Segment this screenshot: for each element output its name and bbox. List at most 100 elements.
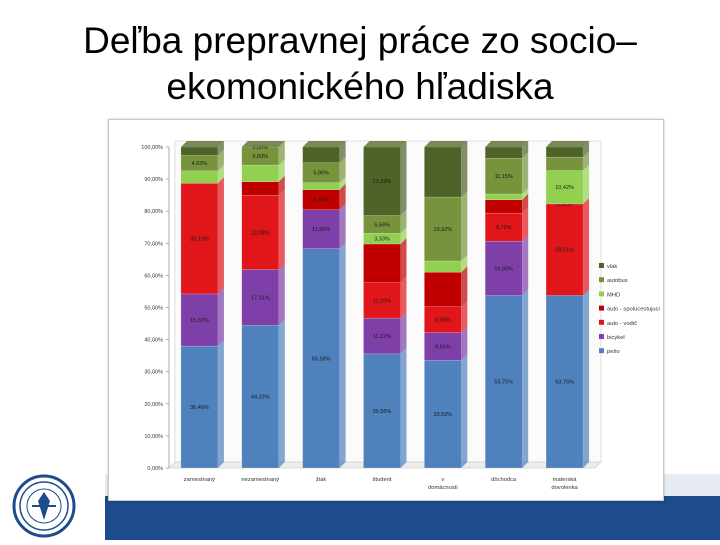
bar-segment-side	[522, 152, 529, 194]
bar-segment	[363, 243, 401, 283]
y-tick-label: 100,00%	[141, 145, 163, 151]
data-label: 33,10%	[190, 237, 209, 243]
bar-segment-side	[278, 159, 285, 182]
bar-segment-side	[400, 141, 407, 216]
bar-segment-side	[278, 175, 285, 196]
bar-top-face	[485, 141, 529, 147]
bar-segment	[545, 170, 584, 205]
bar-segment-side	[339, 203, 346, 249]
data-label: 11,10%	[373, 298, 391, 304]
data-label: 28,51%	[555, 248, 574, 254]
category-label: domácnosti	[428, 485, 458, 491]
category-label: žiak	[316, 477, 326, 483]
bar-segment-side	[217, 340, 224, 468]
university-seal-icon	[12, 474, 76, 538]
bar-segment-side	[522, 289, 529, 468]
legend-label: auto - vodič	[607, 321, 637, 327]
bar-segment-side	[522, 207, 529, 242]
y-tick-label: 20,00%	[144, 402, 163, 408]
legend-swatch	[599, 263, 604, 268]
bar-segment	[424, 271, 462, 307]
data-label: 53,75%	[555, 380, 574, 386]
bar-segment	[424, 260, 462, 273]
bar-segment	[363, 282, 401, 319]
bar-segment	[424, 360, 462, 469]
data-label: 4,63%	[192, 161, 208, 167]
bar-segment-side	[400, 209, 407, 234]
legend-swatch	[599, 334, 604, 339]
seal-area	[0, 468, 105, 540]
bar-segment-side	[461, 266, 468, 307]
bar-segment-side	[217, 164, 224, 184]
bar-segment-side	[461, 300, 468, 333]
bar-segment-side	[522, 141, 529, 159]
bar-segment-side	[339, 156, 346, 183]
data-label: 3,33%	[374, 237, 390, 243]
data-label: 11,66%	[312, 227, 330, 233]
bar-segment	[545, 203, 584, 296]
slide-title-line-2: ekomonického hľadiska	[166, 66, 554, 107]
bar-segment	[363, 353, 401, 469]
data-label: 8,72%	[496, 225, 512, 231]
bar-segment	[241, 164, 280, 182]
legend-label: vlak	[607, 264, 617, 270]
data-label: 35,56%	[373, 409, 392, 415]
bar-segment	[180, 146, 219, 156]
category-label: v	[441, 477, 444, 483]
bar-segment	[241, 325, 280, 469]
y-tick-label: 40,00%	[144, 338, 163, 344]
bar-segment-side	[461, 326, 468, 361]
chart-frame: 0,00% 10,00% 20,00% 30,00% 40,00% 50,00% 60,00…	[108, 119, 664, 501]
bar-segment-side	[583, 197, 590, 296]
bar-segment-side	[339, 242, 346, 468]
y-tick-label: 60,00%	[144, 273, 163, 279]
bar-segment-side	[278, 319, 285, 468]
bar-segment	[545, 156, 584, 171]
bar-segment	[180, 293, 219, 347]
data-label: 21,33%	[373, 179, 392, 185]
category-label: dôchodca	[491, 477, 517, 483]
bar-segment-side	[217, 287, 224, 347]
data-label: 11,15%	[495, 174, 513, 180]
bar-segment-side	[217, 177, 224, 294]
data-label: 10,42%	[555, 185, 574, 191]
bar-segment	[484, 240, 523, 296]
legend-label: MHD	[607, 292, 620, 298]
bar-segment-side	[400, 312, 407, 354]
bar-segment-side	[461, 191, 468, 261]
legend-swatch	[599, 305, 604, 311]
bar-segment-side	[217, 149, 224, 171]
category-label: dovolenka	[551, 485, 578, 491]
data-label: 19,92%	[434, 227, 453, 233]
stacked-bar-chart: 0,00% 10,00% 20,00% 30,00% 40,00% 50,00% 60,00…	[141, 140, 660, 491]
data-label: 0,00%	[252, 145, 268, 151]
data-label: 65,58%	[312, 356, 331, 362]
bar-segment	[484, 199, 523, 214]
bar-top-face	[241, 141, 285, 147]
bar-segment	[424, 306, 462, 333]
category-label: nezamestnaný	[241, 477, 279, 483]
bar-segment-side	[278, 141, 285, 166]
bar-segment-side	[461, 141, 468, 198]
bar-segment	[484, 295, 523, 469]
legend-swatch	[599, 291, 604, 297]
bar-segment	[484, 157, 523, 195]
y-tick-label: 80,00%	[144, 209, 163, 215]
category-label: materská	[553, 477, 578, 483]
bar-segment-side	[339, 141, 346, 163]
legend-label: auto - spolucestujuci	[607, 307, 660, 313]
slide-title-line-1: Deľba prepravnej práce zo socio–	[83, 20, 637, 61]
category-label: študent	[372, 477, 391, 483]
slide-title: Deľba prepravnej práce zo socio– ekomoni…	[0, 18, 720, 110]
legend-label: autobus	[607, 278, 628, 284]
data-label: 15,60%	[190, 318, 209, 324]
bar-segment	[545, 146, 584, 158]
data-label: 5,60%	[252, 154, 268, 160]
bar-segment	[302, 146, 340, 164]
bar-top-face	[424, 141, 468, 147]
data-label: 36,46%	[190, 405, 209, 411]
bar-segment-side	[583, 289, 590, 468]
data-label: 33,53%	[434, 412, 453, 418]
bar-top-face	[363, 141, 407, 147]
data-label: 8,06%	[435, 318, 451, 324]
